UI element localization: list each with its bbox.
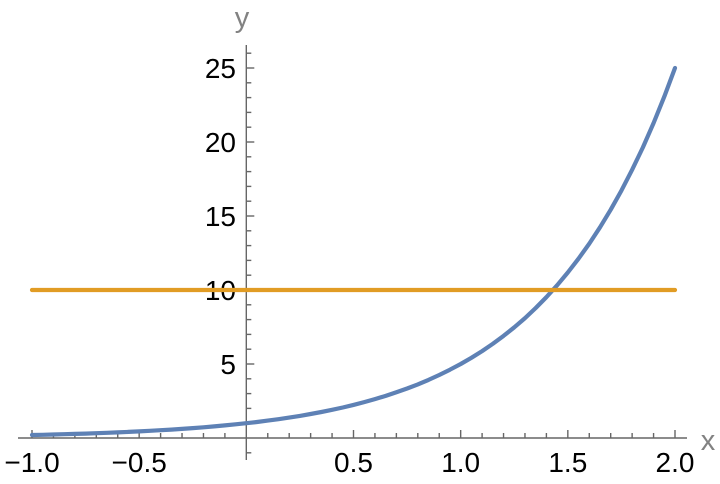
x-tick-label: 1.5 — [548, 447, 587, 478]
exponential-curve — [29, 65, 678, 438]
y-tick-label: 5 — [220, 349, 236, 380]
x-tick-label: 1.0 — [441, 447, 480, 478]
x-tick-label: 0.5 — [334, 447, 373, 478]
y-tick-label: 25 — [205, 53, 236, 84]
y-tick-label: 20 — [205, 127, 236, 158]
y-tick-label: 15 — [205, 201, 236, 232]
y-axis-label: y — [235, 2, 250, 34]
x-tick-label: 2.0 — [656, 447, 695, 478]
x-tick-label: −1.0 — [4, 447, 59, 478]
x-axis-label: x — [701, 425, 716, 457]
x-tick-label: −0.5 — [112, 447, 167, 478]
